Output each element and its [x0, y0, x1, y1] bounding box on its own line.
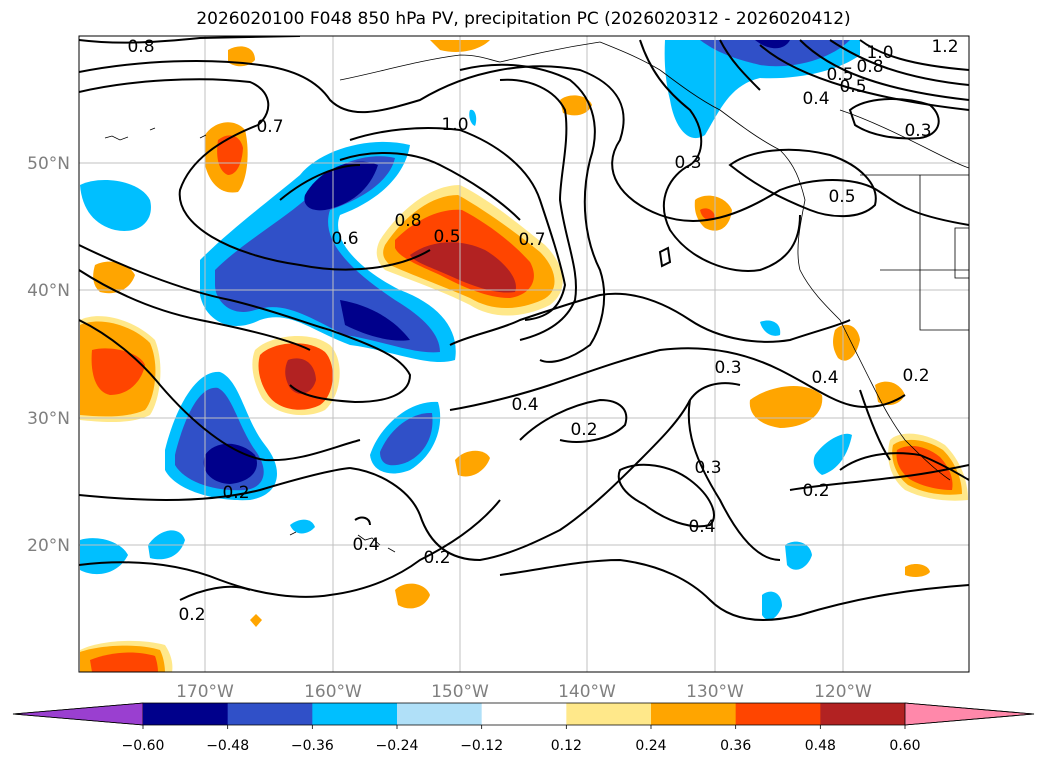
colorbar-cell [481, 703, 567, 725]
contour-label: 0.2 [802, 481, 829, 501]
colorbar-tick-label: 0.36 [720, 738, 751, 754]
contour-label: 0.5 [826, 65, 853, 85]
contour-label: 0.2 [570, 420, 597, 440]
colorbar-extend-high [904, 702, 1035, 726]
colorbar: −0.60 −0.48 −0.36 −0.24 −0.12 0.12 0.24 0.36 0.4… [12, 702, 1035, 754]
colorbar-cell [820, 703, 906, 725]
colorbar-tick-label: −0.36 [291, 738, 334, 754]
pv-contours [79, 36, 969, 621]
contour-label: 0.2 [222, 483, 249, 503]
lat-label-40n: 40°N [27, 281, 70, 301]
colorbar-cell [397, 703, 483, 725]
contour-label: 1.0 [441, 115, 468, 135]
contour-label: 0.7 [256, 117, 283, 137]
lon-label-140w: 140°W [558, 682, 616, 702]
colorbar-tick-label: −0.48 [206, 738, 249, 754]
contour-label: 0.4 [802, 89, 829, 109]
lon-label-170w: 170°W [176, 682, 234, 702]
contour-label: 0.6 [331, 229, 358, 249]
longitude-labels: 170°W 160°W 150°W 140°W 130°W 120°W [176, 682, 872, 702]
contour-label: 0.3 [674, 153, 701, 173]
lon-label-130w: 130°W [686, 682, 744, 702]
map-frame [78, 35, 970, 673]
contour-label: 0.7 [518, 230, 545, 250]
lat-label-30n: 30°N [27, 409, 70, 429]
contour-label: 0.4 [352, 535, 379, 555]
map-title: 2026020100 F048 850 hPa PV, precipitatio… [196, 9, 851, 29]
lon-label-120w: 120°W [814, 682, 872, 702]
precip-shading [80, 40, 968, 672]
contour-label: 0.2 [902, 366, 929, 386]
coastlines [104, 41, 969, 553]
contour-label: 0.3 [714, 358, 741, 378]
contour-label: 0.2 [423, 548, 450, 568]
contour-label: 0.2 [178, 605, 205, 625]
contour-label: 0.4 [688, 517, 715, 537]
colorbar-tick-label: 0.12 [551, 738, 582, 754]
colorbar-tick-label: 0.48 [805, 738, 836, 754]
contour-label: 0.5 [433, 227, 460, 247]
latitude-labels: 50°N 40°N 30°N 20°N [27, 154, 70, 556]
colorbar-tick-label: −0.24 [376, 738, 419, 754]
colorbar-tick-label: 0.60 [889, 738, 920, 754]
lat-label-20n: 20°N [27, 536, 70, 556]
contour-labels: 0.8 1.0 0.7 0.5 0.8 1.0 1.2 0.4 0.8 0.5 … [127, 37, 958, 625]
colorbar-cell [143, 703, 229, 725]
colorbar-tick-label: −0.12 [460, 738, 503, 754]
contour-label: 0.3 [904, 121, 931, 141]
contour-label: 0.8 [394, 211, 421, 231]
colorbar-cell [651, 703, 737, 725]
lon-label-160w: 160°W [304, 682, 362, 702]
contour-label: 0.4 [811, 368, 838, 388]
contour-label: 0.5 [839, 77, 866, 97]
contour-label: 0.8 [127, 37, 154, 57]
contour-label: 0.8 [856, 57, 883, 77]
colorbar-extend-low [12, 702, 144, 726]
contour-label: 0.4 [511, 395, 538, 415]
colorbar-tick-label: −0.60 [122, 738, 165, 754]
colorbar-cell [227, 703, 313, 725]
contour-label: 0.3 [694, 458, 721, 478]
contour-label: 1.0 [866, 43, 893, 63]
contour-label: 0.5 [828, 187, 855, 207]
colorbar-cell [312, 703, 398, 725]
lon-label-150w: 150°W [431, 682, 489, 702]
colorbar-cell [735, 703, 821, 725]
colorbar-tick-label: 0.24 [635, 738, 666, 754]
colorbar-cell [566, 703, 652, 725]
graticule [79, 36, 969, 672]
contour-label: 1.2 [931, 37, 958, 57]
lat-label-50n: 50°N [27, 154, 70, 174]
